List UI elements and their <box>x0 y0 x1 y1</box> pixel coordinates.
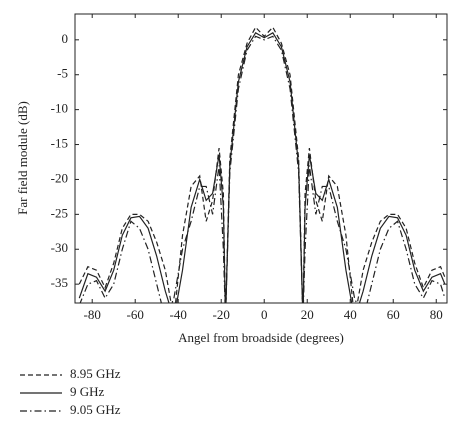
series-line <box>79 35 446 303</box>
plot-area <box>78 26 446 303</box>
x-tick-label: 60 <box>387 307 400 322</box>
x-tick-label: 40 <box>344 307 357 322</box>
plot-frame <box>74 13 448 304</box>
x-tick-label: 80 <box>430 307 443 322</box>
series-line <box>78 26 446 303</box>
x-tick-label: -20 <box>213 307 230 322</box>
x-axis-label: Angel from broadside (degrees) <box>178 330 344 345</box>
legend-label: 8.95 GHz <box>70 366 121 381</box>
x-tick-label: -80 <box>84 307 101 322</box>
y-axis-label: Far field module (dB) <box>15 101 30 215</box>
y-tick-label: 0 <box>62 31 69 46</box>
y-tick-label: -25 <box>51 205 68 220</box>
y-tick-label: -15 <box>51 136 68 151</box>
legend-label: 9.05 GHz <box>70 402 121 417</box>
series-line <box>78 32 446 303</box>
legend-label: 9 GHz <box>70 384 105 399</box>
y-tick-label: -30 <box>51 240 68 255</box>
x-tick-label: -60 <box>127 307 144 322</box>
x-tick-label: -40 <box>170 307 187 322</box>
y-tick-label: -5 <box>57 66 68 81</box>
y-tick-label: -10 <box>51 101 68 116</box>
x-tick-label: 20 <box>301 307 314 322</box>
y-tick-label: -20 <box>51 170 68 185</box>
y-tick-label: -35 <box>51 275 68 290</box>
x-tick-label: 0 <box>261 307 268 322</box>
